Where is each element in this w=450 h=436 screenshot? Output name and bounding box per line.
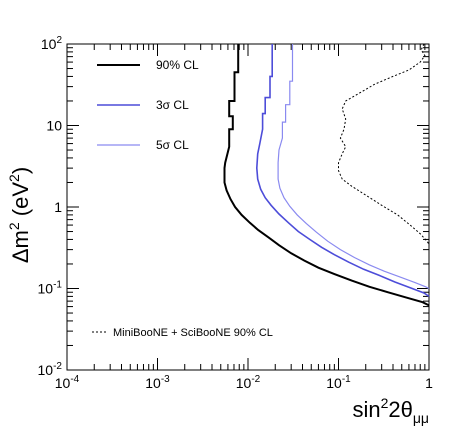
curve-series-3	[277, 44, 430, 290]
y-axis-label: Δm2 (eV2)	[6, 167, 33, 263]
x-axis-label: sin22θμμ	[352, 395, 429, 426]
legend-label-4: MiniBooNE + SciBooNE 90% CL	[113, 327, 273, 339]
legend-label-1: 90% CL	[156, 58, 199, 72]
x-tick-label: 10-2	[236, 374, 261, 391]
y-tick-label: 10-2	[38, 361, 63, 378]
y-tick-label: 102	[41, 35, 63, 52]
plot-frame	[66, 43, 430, 371]
x-tick-label: 10-3	[145, 374, 170, 391]
tick-labels: 10-4 10-3 10-2 10-1 1 10-2 10-1 1 10 102	[38, 35, 434, 391]
curve-series-1	[223, 44, 430, 307]
x-tick-label: 1	[425, 375, 433, 391]
x-tick-label: 10-4	[55, 374, 80, 391]
curve-series-2	[255, 44, 430, 298]
y-tick-label: 10-1	[38, 280, 63, 297]
x-tick-label: 10-1	[326, 374, 351, 391]
contour-curves	[223, 43, 430, 307]
curve-series-4	[338, 43, 430, 245]
y-tick-label: 10	[46, 118, 62, 134]
legend-label-2: 3σ CL	[156, 98, 189, 112]
legend-label-3: 5σ CL	[156, 138, 189, 152]
y-tick-label: 1	[54, 199, 62, 215]
legend: 90% CL 3σ CL 5σ CL MiniBooNE + SciBooNE 90%…	[92, 58, 273, 339]
axis-ticks	[66, 44, 429, 371]
